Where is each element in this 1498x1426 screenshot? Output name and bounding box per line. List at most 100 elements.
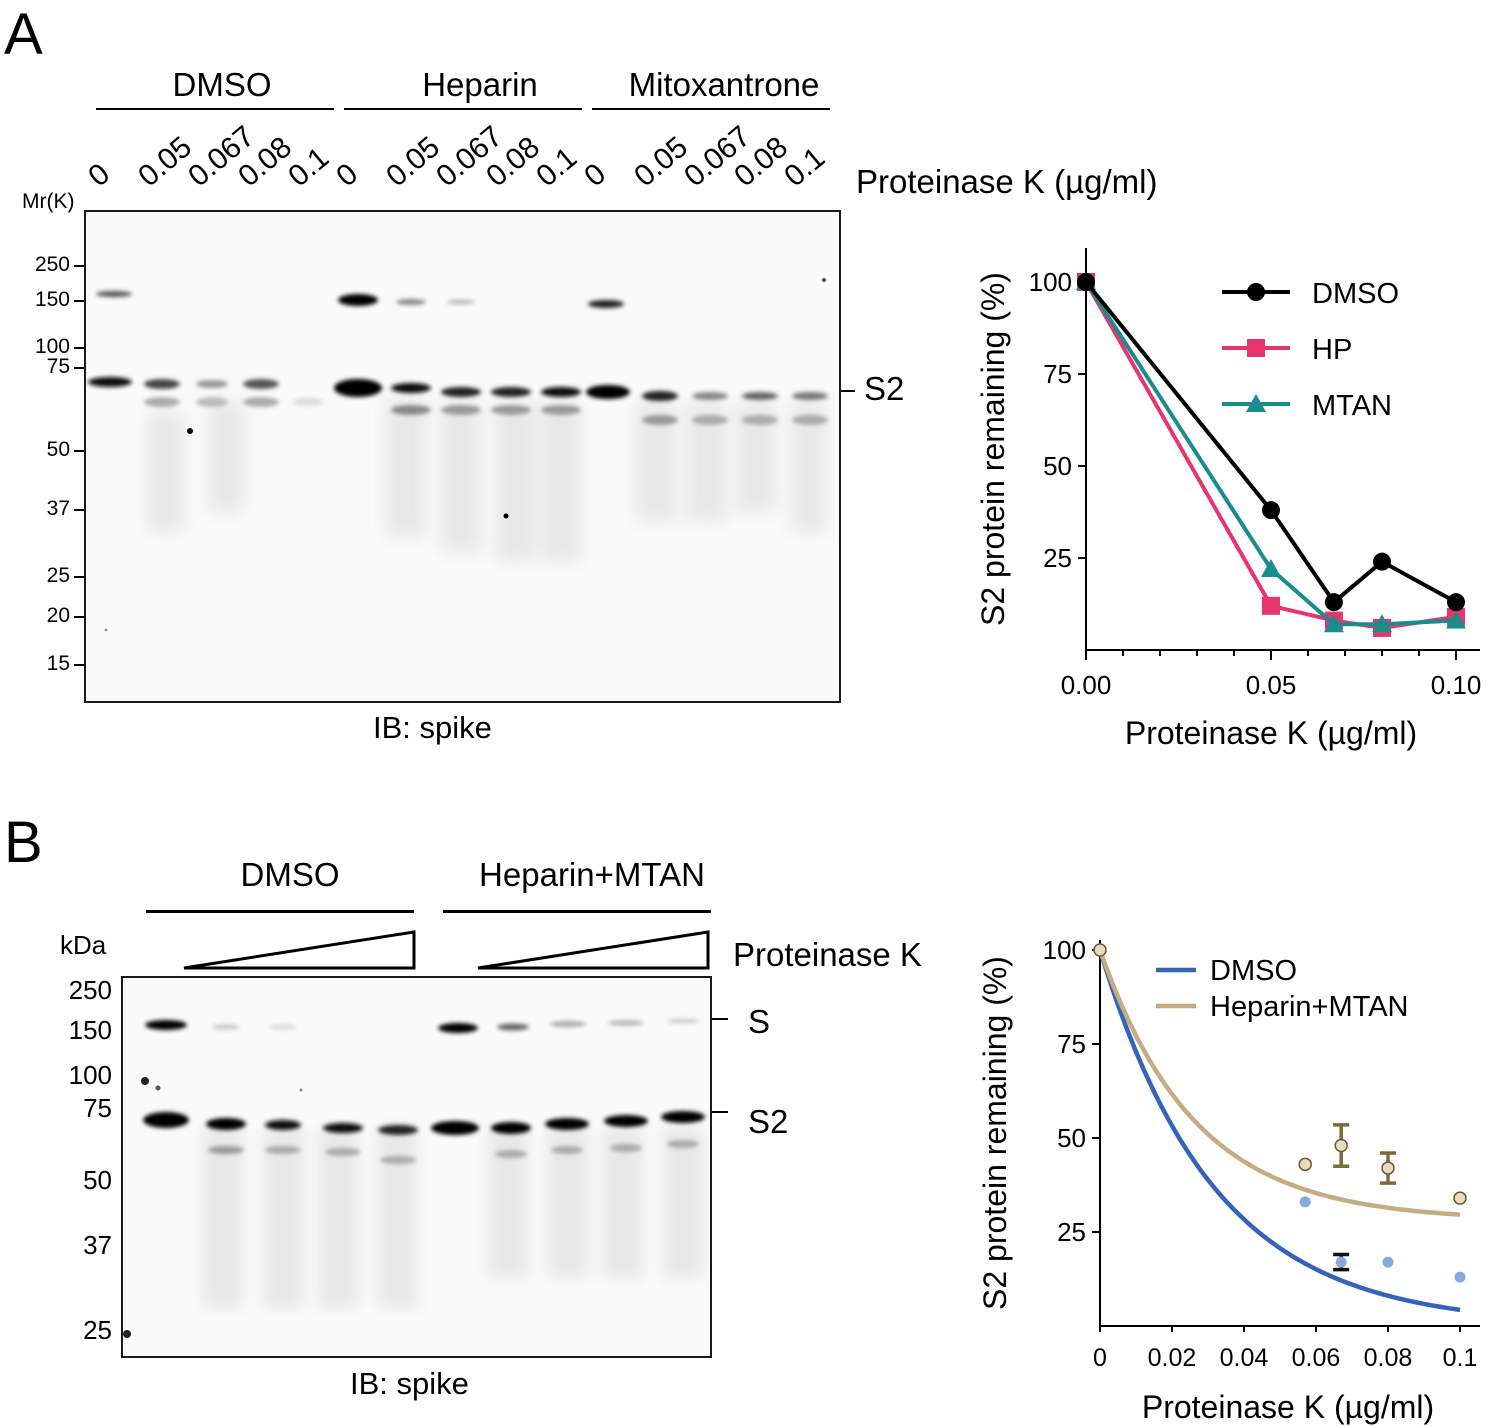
group-label-dmso: DMSO	[172, 66, 272, 103]
marker-tick	[74, 367, 84, 369]
group-label-dmso-b: DMSO	[240, 856, 340, 893]
marker-label: 37	[83, 1230, 112, 1260]
marker-tick	[74, 347, 84, 349]
group-underline-dmso-b	[146, 910, 414, 913]
x-tick-label: 0.06	[1292, 1344, 1341, 1372]
data-point	[1262, 501, 1280, 520]
data-point	[1262, 596, 1280, 615]
y-tick-label: 25	[1057, 1217, 1086, 1247]
data-point	[1453, 1191, 1467, 1205]
data-point	[1454, 1271, 1466, 1283]
legend-label: DMSO	[1312, 278, 1399, 310]
series-line-dmso	[1084, 280, 1457, 606]
s-band-label-b: S	[748, 1003, 771, 1040]
marker-label: 20	[46, 604, 70, 627]
marker-tick	[74, 509, 84, 511]
marker-tick	[74, 450, 84, 452]
marker-label: 37	[46, 497, 70, 520]
data-point	[1447, 593, 1465, 612]
data-point	[1261, 559, 1281, 578]
marker-label: 250	[34, 253, 70, 276]
data-point	[1335, 1256, 1347, 1268]
lane-label: 0	[330, 157, 365, 194]
x-tick-label: 0.05	[1246, 670, 1297, 700]
x-axis-title: Proteinase K (µg/ml)	[1142, 1389, 1434, 1425]
s2-band-label-b: S2	[748, 1103, 789, 1140]
data-point	[1382, 1256, 1394, 1268]
proteinase-k-wedge-heparin-mtan	[477, 930, 710, 970]
y-axis-title: S2 protein remaining (%)	[975, 272, 1011, 626]
data-point	[1334, 1138, 1348, 1153]
x-tick-label: 0.04	[1220, 1344, 1269, 1372]
group-underline-mitoxantrone	[592, 108, 830, 110]
data-point	[1381, 1161, 1395, 1175]
panel-b-letter: B	[4, 810, 43, 875]
blot-bands-a	[88, 278, 828, 632]
data-point	[1324, 593, 1343, 612]
data-point	[1446, 610, 1466, 629]
legend-marker	[1247, 283, 1265, 301]
legend-marker	[1247, 339, 1265, 357]
y-tick-label: 50	[1043, 451, 1072, 481]
legend-label: Heparin+MTAN	[1210, 991, 1409, 1023]
marker-label: 25	[83, 1315, 112, 1345]
y-tick-label: 100	[1043, 935, 1086, 965]
marker-tick	[74, 300, 84, 302]
marker-label: 75	[46, 355, 70, 378]
data-point	[1323, 614, 1344, 633]
y-tick-label: 75	[1057, 1029, 1086, 1059]
s2-tick-a	[841, 390, 855, 392]
ib-label-b: IB: spike	[350, 1366, 469, 1401]
group-label-mitoxantrone: Mitoxantrone	[628, 66, 820, 103]
s2-tick-b	[712, 1111, 728, 1113]
x-axis-title: Proteinase K (µg/ml)	[1125, 715, 1417, 751]
group-underline-heparin-mtan	[443, 910, 711, 913]
data-point	[1299, 1196, 1311, 1208]
fit-curve-dmso	[1097, 949, 1461, 1313]
s2-band-label-a: S2	[864, 370, 905, 407]
proteinase-k-label-b: Proteinase K	[733, 936, 922, 973]
y-axis-title: S2 protein remaining (%)	[977, 956, 1013, 1310]
chart-b: 25 50 75 100 0 0.02 0.04 0.06 0.08 0.1 Proteinase …	[977, 935, 1480, 1425]
proteinase-k-axis-label-a: Proteinase K (µg/ml)	[856, 163, 1158, 200]
marker-header-a: Mr(K)	[22, 190, 75, 213]
lane-label: 0	[82, 157, 117, 194]
data-point	[1373, 552, 1391, 571]
lane-label: 0	[578, 157, 613, 194]
legend-marker	[1246, 394, 1266, 412]
group-label-heparin: Heparin	[422, 66, 538, 103]
marker-header-b: kDa	[60, 930, 107, 960]
data-point	[1093, 943, 1107, 957]
x-tick-label: 0.00	[1061, 670, 1112, 700]
chart-a: 25 50 75 100 0.00 0.05 0.10 Proteinase K (µg/ml…	[975, 248, 1482, 751]
marker-tick	[74, 616, 84, 618]
proteinase-k-wedge-dmso	[183, 930, 416, 970]
group-underline-dmso	[96, 108, 334, 110]
marker-label: 100	[34, 335, 70, 358]
legend-label: DMSO	[1210, 955, 1297, 987]
marker-label: 100	[68, 1060, 112, 1090]
group-underline-heparin	[344, 108, 582, 110]
marker-label: 25	[46, 564, 70, 587]
x-tick-label: 0	[1093, 1344, 1107, 1372]
marker-tick	[74, 265, 84, 267]
x-tick-label: 0.08	[1364, 1344, 1413, 1372]
y-tick-label: 100	[1029, 267, 1072, 297]
x-tick-label: 0.10	[1431, 670, 1482, 700]
marker-tick	[74, 664, 84, 666]
western-blot-a	[84, 210, 841, 703]
marker-label: 250	[68, 975, 112, 1005]
ib-label-a: IB: spike	[373, 710, 492, 745]
panel-a-letter: A	[4, 2, 43, 67]
fit-curve-heparin-mtan	[1097, 949, 1461, 1217]
group-label-heparin-mtan: Heparin+MTAN	[479, 856, 705, 893]
s-tick-b	[712, 1018, 728, 1020]
data-point	[1077, 273, 1095, 291]
x-tick-label: 0.1	[1443, 1344, 1478, 1372]
legend-label: MTAN	[1312, 390, 1392, 422]
y-tick-label: 25	[1043, 543, 1072, 573]
marker-label: 150	[34, 288, 70, 311]
marker-label: 150	[68, 1015, 112, 1045]
y-tick-label: 50	[1057, 1123, 1086, 1153]
marker-label: 50	[46, 438, 70, 461]
